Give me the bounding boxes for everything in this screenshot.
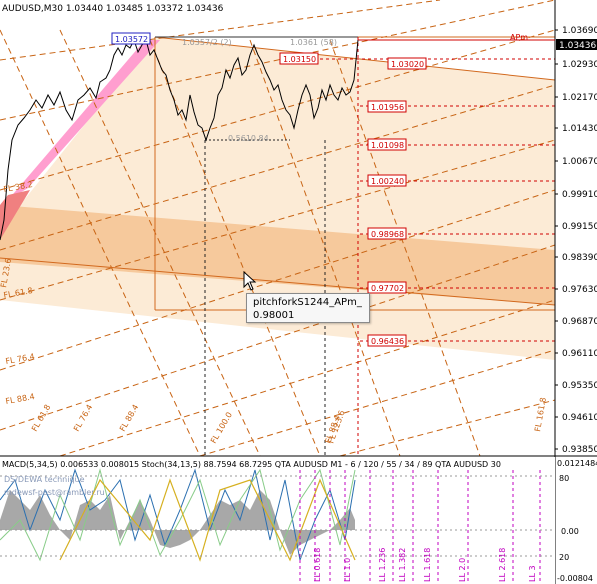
indicator-axis-label: 0.00 [561,527,579,536]
indicator-axis-label: 20 [559,553,569,562]
fib-time-label: LL 1.382 [398,548,407,582]
fib-time-labels: LL 0.618 LL 1.0 LL 1.236 LL 1.382 LL 1.618 LL… [313,548,537,582]
price-tick-label: 0.98390 [562,253,597,263]
level-label: 1.00240 [371,177,404,186]
level-label-box [367,138,407,151]
price-axis: 1.03690 1.02930 1.02170 1.01430 1.00670 0.999… [555,26,597,455]
tooltip-title: pitchforkS1244_APm_ [253,297,362,308]
level-label: 1.03572 [115,35,148,44]
fib-time-label: LL 0.618 [313,548,322,582]
level-label-box [367,174,407,187]
level-label-box [367,100,407,113]
level-label-box [367,334,407,347]
level-label: 1.01956 [371,103,404,112]
price-tick-label: 1.03690 [562,26,597,36]
price-tick-label: 0.93850 [562,445,597,455]
level-label: 1.01098 [371,141,404,150]
faint-label-2: 1.0361 (58) [290,38,337,47]
indicator-axis-label: 0.0121484 [557,459,597,468]
price-tick-label: 0.96870 [562,317,597,327]
fib-time-label: LL 1.236 [378,548,387,582]
watermark-line-1: DS/DEWA technique [4,475,85,484]
fan-lines [0,0,556,457]
level-label: 1.03020 [391,60,424,69]
fib-time-lines [299,470,541,584]
red-zone [0,190,30,240]
tooltip: pitchforkS1244_APm_ 0.98001 [246,293,370,323]
price-tick-label: 0.94610 [562,413,597,423]
level-label-box [279,52,319,65]
price-tick-label: 0.97630 [562,285,597,295]
current-price-box [556,39,597,50]
price-tick-label: 1.02930 [562,60,597,70]
level-label-box [387,57,427,70]
fib-time-label: LL 1.0 [343,558,352,582]
fib-time-label: LL 1.618 [423,548,432,582]
faint-label-3: 0.5610.84 [228,134,269,143]
level-label: 0.98968 [371,230,404,239]
level-label-box [367,227,407,240]
indicator-axis-label: -0.00804 [557,574,593,583]
price-line [0,38,359,241]
tooltip-value: 0.98001 [253,310,295,321]
level-label-box [111,32,151,45]
watermark-line-2: mdewsf-post@rambler.ru [4,488,105,497]
faint-label-1: 1.0357/2 (2) [182,38,232,47]
current-price-label: 1.03436 [559,41,596,51]
indicator-axis: 0.0121484 80 0.00 20 -0.00804 [557,459,597,583]
indicator-axis-label: 80 [559,474,569,483]
price-tick-label: 0.99910 [562,190,597,200]
level-label: 0.97702 [371,284,404,293]
qta-line [59,478,356,562]
price-axis-bg [555,0,597,584]
level-label: 0.96436 [371,337,404,346]
fib-time-label: LL 2.0 [458,558,467,582]
fib-time-label: LL 2.618 [498,548,507,582]
price-tick-label: 1.02170 [562,93,597,103]
pink-channel [8,40,160,200]
price-tick-label: 0.99150 [562,222,597,232]
fib-time-label: LL 3 [528,565,537,582]
level-label-box [367,281,407,294]
level-labels: 1.03572 1.03150 1.03020 1.01956 1.01098 1.002… [111,32,427,347]
price-tick-label: 0.96110 [562,349,597,359]
price-tick-label: 0.95350 [562,381,597,391]
price-tick-label: 1.01430 [562,124,597,134]
indicator-title: MACD(5,34,5) 0.006533 0.008015 Stoch(34,… [2,460,501,469]
price-tick-label: 1.00670 [562,157,597,167]
level-label: 1.03150 [283,55,316,64]
apm-label: APm [510,33,528,42]
mouse-cursor-icon [243,270,257,291]
symbol-info: AUDUSD,M30 1.03440 1.03485 1.03372 1.034… [2,4,224,14]
